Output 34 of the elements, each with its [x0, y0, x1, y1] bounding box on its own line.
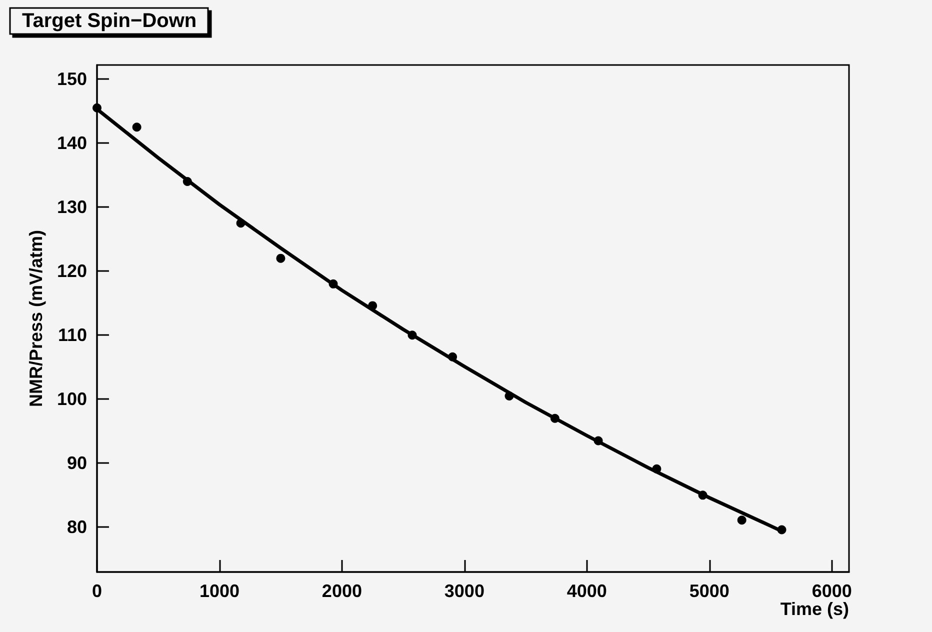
- point: [448, 352, 458, 362]
- point: [777, 525, 786, 534]
- point: [328, 279, 338, 288]
- point: [368, 301, 378, 310]
- y-tick-label: 130: [56, 197, 87, 218]
- point: [236, 218, 246, 228]
- y-tick-label: 80: [66, 517, 87, 538]
- y-tick-label: 120: [56, 261, 87, 282]
- point: [504, 391, 514, 400]
- x-tick-label: 0: [92, 581, 102, 601]
- x-tick-label: 1000: [199, 581, 240, 601]
- y-tick-label: 150: [56, 69, 87, 90]
- y-tick-label: 100: [56, 389, 87, 410]
- x-tick-label: 6000: [812, 581, 852, 601]
- point: [737, 516, 746, 525]
- point: [698, 490, 708, 500]
- x-axis-title: Time (s): [780, 599, 850, 619]
- point: [408, 330, 417, 340]
- y-tick-label: 140: [56, 133, 87, 154]
- x-tick-label: 4000: [566, 581, 607, 601]
- point: [594, 436, 603, 446]
- point: [652, 464, 662, 474]
- chart-title: Target Spin−Down: [22, 10, 197, 32]
- y-tick-label: 110: [58, 325, 87, 346]
- point: [550, 414, 560, 423]
- point: [182, 177, 192, 186]
- y-tick-label: 90: [66, 453, 87, 474]
- y-axis-title: NMR/Press (mV/atm): [26, 230, 46, 408]
- point: [276, 254, 286, 263]
- x-tick-label: 3000: [444, 581, 484, 601]
- point: [92, 103, 102, 112]
- x-tick-label: 5000: [689, 581, 730, 601]
- point: [132, 122, 142, 132]
- x-tick-label: 2000: [322, 581, 362, 601]
